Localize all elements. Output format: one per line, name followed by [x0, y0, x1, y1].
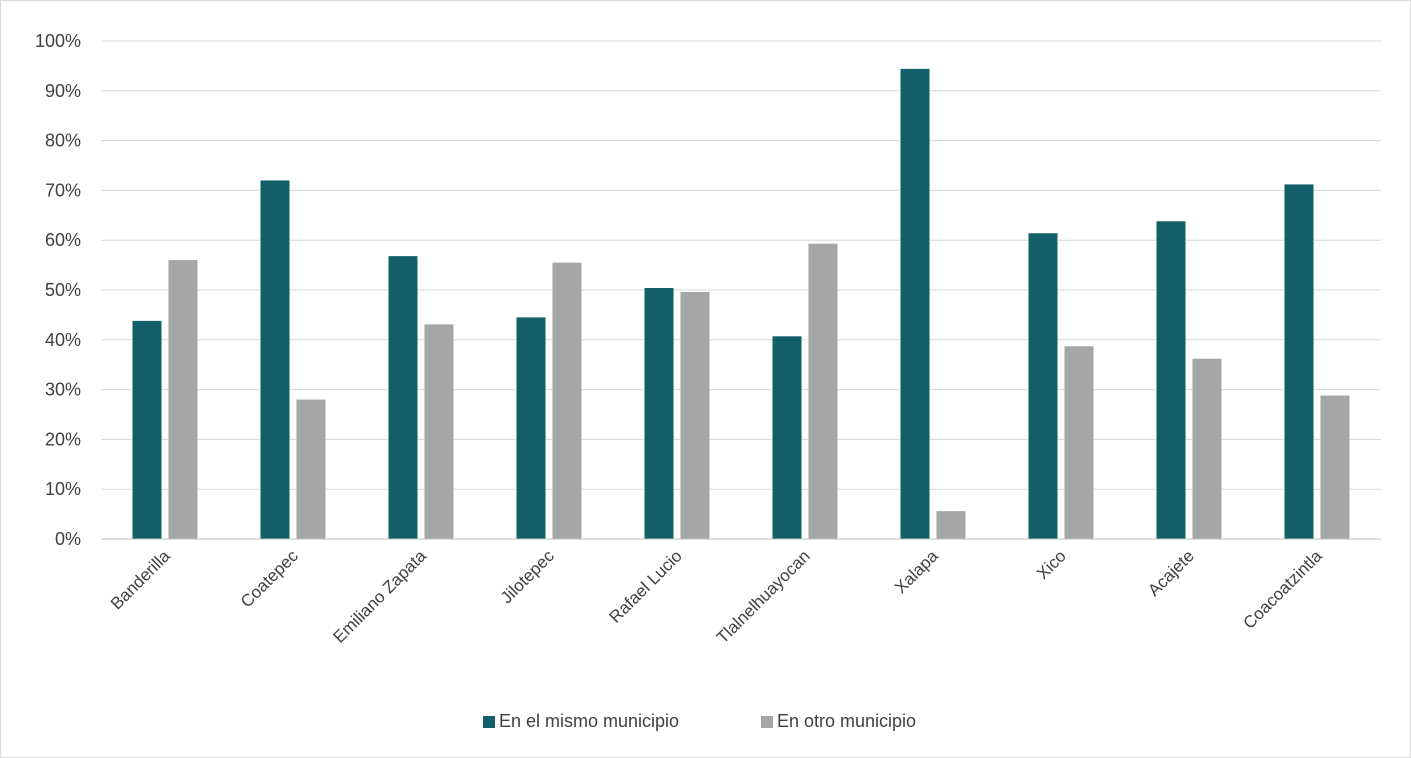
bar: [552, 262, 582, 539]
bar: [388, 256, 418, 539]
bar: [1156, 221, 1186, 539]
bar: [1028, 233, 1058, 539]
x-category-label: Coatepec: [237, 546, 302, 611]
y-tick-label: 50%: [45, 280, 81, 300]
bar: [260, 180, 290, 539]
bars: [132, 68, 1350, 539]
bar: [516, 317, 546, 539]
x-axis-category-labels: Banderilla Coatepec Emiliano Zapata Jilotep…: [107, 546, 1326, 647]
y-tick-label: 60%: [45, 230, 81, 250]
x-category-label: Acajete: [1144, 546, 1198, 600]
bar: [1064, 346, 1094, 539]
bar: [680, 291, 710, 539]
bar: [168, 260, 198, 539]
x-category-label: Tlalnelhuayocan: [713, 546, 814, 647]
bar: [1284, 184, 1314, 539]
bar: [132, 320, 162, 539]
x-category-label: Rafael Lucio: [606, 546, 686, 626]
legend-label: En otro municipio: [777, 711, 916, 731]
y-tick-label: 20%: [45, 429, 81, 449]
bar: [424, 324, 454, 539]
y-tick-label: 70%: [45, 180, 81, 200]
bar: [808, 243, 838, 539]
bar: [644, 288, 674, 539]
legend: En el mismo municipio En otro municipio: [483, 711, 916, 731]
bar: [772, 336, 802, 539]
legend-swatch: [761, 716, 773, 728]
legend-label: En el mismo municipio: [499, 711, 679, 731]
gridlines: [101, 40, 1381, 490]
x-category-label: Coacoatzintla: [1240, 546, 1327, 633]
y-tick-label: 10%: [45, 479, 81, 499]
bar: [936, 511, 966, 539]
y-tick-label: 0%: [55, 529, 81, 549]
x-category-label: Jilotepec: [497, 546, 558, 607]
bar: [1320, 395, 1350, 539]
bar: [296, 399, 326, 539]
y-tick-label: 90%: [45, 81, 81, 101]
bar: [1192, 358, 1222, 539]
y-tick-label: 80%: [45, 131, 81, 151]
x-category-label: Emiliano Zapata: [330, 546, 431, 647]
x-category-label: Xico: [1033, 546, 1070, 583]
y-tick-label: 40%: [45, 330, 81, 350]
bar: [900, 68, 930, 539]
y-tick-label: 30%: [45, 380, 81, 400]
x-category-label: Banderilla: [107, 546, 174, 613]
y-tick-label: 100%: [35, 31, 81, 51]
legend-swatch: [483, 716, 495, 728]
x-category-label: Xalapa: [891, 546, 942, 597]
y-axis-tick-labels: 0% 10% 20% 30% 40% 50% 60% 70% 80% 90% 100%: [35, 31, 81, 549]
